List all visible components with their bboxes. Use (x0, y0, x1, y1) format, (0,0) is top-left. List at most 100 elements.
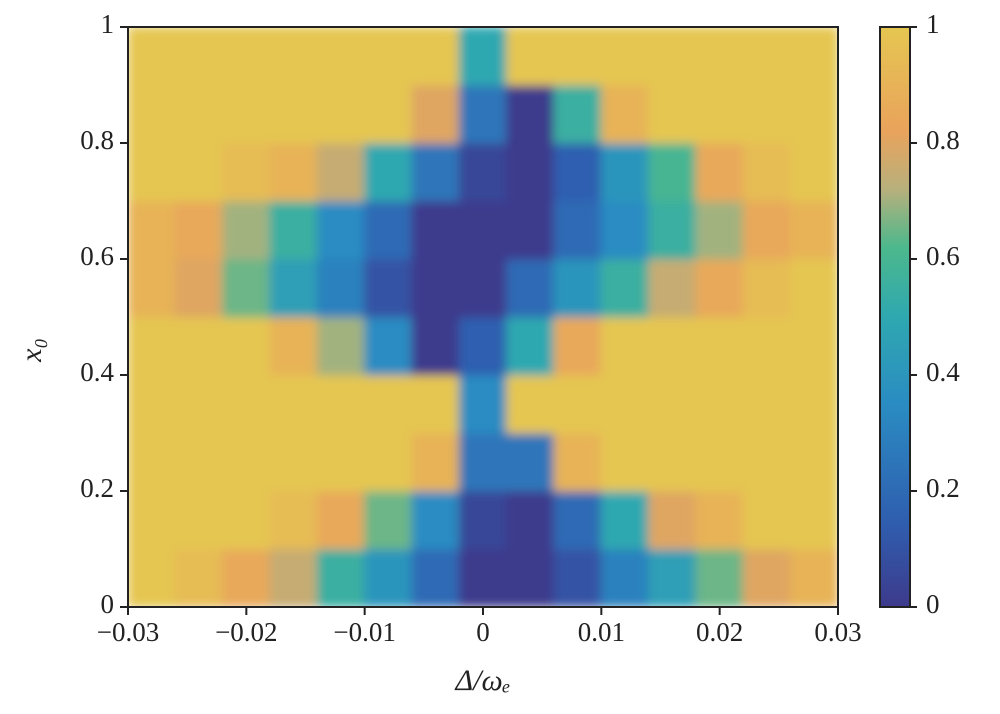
cell (222, 316, 271, 376)
cell (458, 27, 508, 86)
colorbar: 0 0.2 0.4 0.6 0.8 1 (879, 9, 960, 619)
cell (458, 200, 508, 260)
cell (316, 84, 366, 144)
cell (458, 142, 508, 202)
y-tick-label: 1 (101, 9, 115, 39)
y-tick-label: 0.6 (80, 241, 114, 271)
cell (506, 200, 555, 260)
cell (411, 316, 460, 376)
cell (458, 258, 508, 318)
cell (695, 316, 744, 376)
cell (600, 84, 650, 144)
y-tick-label: 0.4 (80, 357, 114, 387)
cell (316, 142, 366, 202)
cell (128, 84, 176, 144)
cell (411, 548, 460, 607)
y-tick-label: 0.2 (80, 473, 114, 503)
cell (790, 258, 838, 318)
x-axis-title: Δ/ωₑ (455, 664, 511, 697)
cell (600, 316, 650, 376)
cell (269, 548, 318, 607)
cell (742, 84, 792, 144)
cell (128, 374, 176, 434)
cell (790, 27, 838, 86)
cell (600, 548, 650, 607)
cell (600, 142, 650, 202)
cell (695, 84, 744, 144)
cell (411, 142, 460, 202)
cell (648, 548, 697, 607)
cell (174, 374, 224, 434)
cell (128, 200, 176, 260)
x-tick-label: 0 (476, 617, 490, 647)
cell (695, 432, 744, 492)
colorbar-tick-label: 1 (926, 9, 940, 39)
colorbar-tick-label: 0.8 (926, 125, 960, 155)
cell (411, 432, 460, 492)
cell (790, 316, 838, 376)
cell (411, 27, 460, 86)
cell (364, 316, 413, 376)
cell (695, 258, 744, 318)
cell (695, 374, 744, 434)
cell (458, 548, 508, 607)
cell (695, 27, 744, 86)
cell (506, 316, 555, 376)
cell (648, 200, 697, 260)
cell (695, 200, 744, 260)
cell (506, 490, 555, 550)
cell (222, 548, 271, 607)
cell (316, 27, 366, 86)
cell (174, 84, 224, 144)
cell (222, 258, 271, 318)
cell (742, 142, 792, 202)
cell (506, 27, 555, 86)
cell (411, 490, 460, 550)
cell (174, 548, 224, 607)
cell (648, 258, 697, 318)
cell (269, 490, 318, 550)
cell (269, 84, 318, 144)
cell (174, 316, 224, 376)
cell (316, 374, 366, 434)
cell (553, 84, 602, 144)
cell (411, 200, 460, 260)
x-tick-label: −0.01 (333, 617, 395, 647)
colorbar-tick-label: 0.6 (926, 241, 960, 271)
cell (790, 374, 838, 434)
cell (174, 27, 224, 86)
cell (742, 200, 792, 260)
colorbar-fill (879, 26, 911, 608)
cell (648, 142, 697, 202)
cell (742, 548, 792, 607)
cell (364, 490, 413, 550)
cell (269, 258, 318, 318)
x-tick-label: −0.03 (97, 617, 159, 647)
cell (600, 27, 650, 86)
cell (174, 142, 224, 202)
cell (695, 490, 744, 550)
cell (174, 200, 224, 260)
cell (411, 374, 460, 434)
cell (364, 142, 413, 202)
cell (553, 27, 602, 86)
y-tick-label: 0.8 (80, 125, 114, 155)
cell (316, 432, 366, 492)
cell (128, 548, 176, 607)
cell (553, 258, 602, 318)
cell (316, 258, 366, 318)
cell (790, 200, 838, 260)
cell (316, 200, 366, 260)
y-axis-title: x₀ (15, 338, 48, 363)
cell (553, 432, 602, 492)
cell (742, 374, 792, 434)
cell (316, 548, 366, 607)
cell (600, 490, 650, 550)
cell (553, 142, 602, 202)
cell (269, 316, 318, 376)
cell (128, 142, 176, 202)
cell (600, 258, 650, 318)
cell (553, 200, 602, 260)
cell (553, 316, 602, 376)
